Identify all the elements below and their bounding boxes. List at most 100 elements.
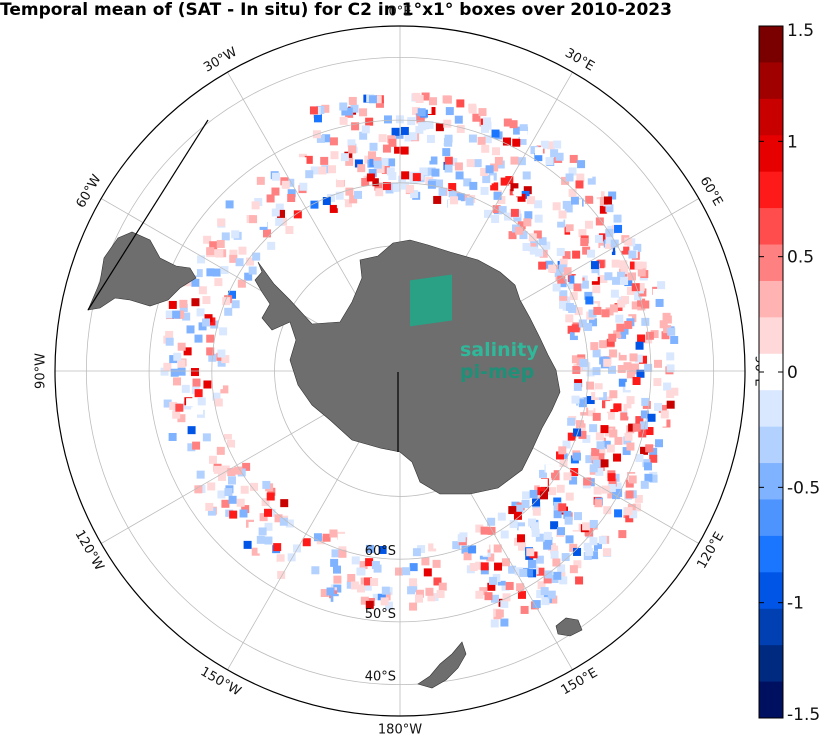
- anomaly-cell: [380, 157, 389, 166]
- anomaly-cell: [538, 237, 547, 246]
- anomaly-cell: [225, 200, 234, 209]
- anomaly-cell: [620, 277, 629, 286]
- anomaly-cell: [418, 122, 427, 131]
- anomaly-cell: [382, 144, 391, 153]
- anomaly-cell: [197, 397, 206, 406]
- anomaly-cell: [526, 583, 535, 592]
- anomaly-cell: [339, 102, 348, 111]
- anomaly-cell: [261, 498, 270, 507]
- anomaly-cell: [194, 406, 203, 415]
- south-america-landmass: [87, 231, 197, 311]
- anomaly-cell: [407, 117, 416, 126]
- anomaly-cell: [613, 214, 622, 223]
- anomaly-cells: [160, 92, 679, 628]
- anomaly-cell: [508, 195, 517, 204]
- colorbar-swatch: [759, 317, 783, 355]
- anomaly-cell: [481, 144, 490, 153]
- anomaly-cell: [533, 230, 542, 239]
- anomaly-cell: [236, 498, 245, 507]
- anomaly-cell: [527, 560, 536, 569]
- anomaly-cell: [415, 594, 424, 603]
- colorbar-swatch: [759, 390, 783, 428]
- anomaly-cell: [435, 134, 444, 143]
- anomaly-cell: [599, 413, 608, 422]
- anomaly-cell: [275, 217, 284, 226]
- anomaly-cell: [586, 381, 595, 390]
- anomaly-cell: [359, 108, 368, 117]
- anomaly-cell: [595, 421, 604, 430]
- anomaly-cell: [645, 427, 654, 436]
- anomaly-cell: [336, 200, 345, 209]
- anomaly-cell: [382, 592, 391, 601]
- map-border: [54, 25, 746, 717]
- anomaly-cell: [227, 439, 236, 448]
- anomaly-cell: [519, 231, 528, 240]
- anomaly-cell: [611, 473, 620, 482]
- meridian-label: 0°E: [389, 5, 412, 20]
- anomaly-cell: [217, 349, 226, 358]
- anomaly-cell: [514, 567, 523, 576]
- anomaly-cell: [375, 99, 384, 108]
- anomaly-cell: [662, 312, 671, 321]
- anomaly-cell: [195, 348, 204, 357]
- anomaly-cell: [442, 148, 451, 157]
- anomaly-cell: [526, 196, 535, 205]
- anomaly-cell: [653, 378, 662, 387]
- anomaly-cell: [277, 570, 286, 579]
- anomaly-cell: [589, 318, 598, 327]
- anomaly-cell: [461, 545, 470, 554]
- anomaly-cell: [241, 505, 250, 514]
- meridian-line: [101, 402, 346, 544]
- anomaly-cell: [512, 552, 521, 561]
- anomaly-cell: [509, 520, 518, 529]
- anomaly-cell: [490, 619, 499, 628]
- anomaly-cell: [347, 573, 356, 582]
- anomaly-cell: [192, 441, 201, 450]
- anomaly-cell: [624, 507, 633, 516]
- anomaly-cell: [585, 497, 594, 506]
- anomaly-cell: [281, 180, 290, 189]
- anomaly-cell: [559, 300, 568, 309]
- anomaly-cell: [322, 197, 331, 206]
- anomaly-cell: [510, 183, 519, 192]
- anomaly-cell: [599, 340, 608, 349]
- anomaly-cell: [197, 255, 206, 264]
- anomaly-cell: [550, 521, 559, 530]
- anomaly-cell: [498, 206, 507, 215]
- anomaly-cell: [329, 204, 338, 213]
- anomaly-cell: [368, 95, 377, 104]
- anomaly-cell: [412, 107, 421, 116]
- polar-map-disc: [54, 25, 746, 717]
- anomaly-cell: [368, 168, 377, 177]
- colorbar-swatch: [759, 26, 783, 63]
- anomaly-cell: [373, 564, 382, 573]
- anomaly-cell: [562, 251, 571, 260]
- anomaly-cell: [279, 517, 288, 526]
- anomaly-cell: [623, 403, 632, 412]
- anomaly-cell: [214, 381, 223, 390]
- anomaly-cell: [219, 327, 228, 336]
- anomaly-cell: [582, 246, 591, 255]
- anomaly-cell: [500, 618, 509, 627]
- anomaly-cell: [597, 447, 606, 456]
- anomaly-cell: [217, 472, 226, 481]
- anomaly-cell: [404, 133, 413, 142]
- anomaly-cell: [353, 144, 362, 153]
- anomaly-cell: [466, 159, 475, 168]
- anomaly-cell: [206, 334, 215, 343]
- anomaly-cell: [448, 189, 457, 198]
- anomaly-cell: [370, 578, 379, 587]
- anomaly-cell: [335, 191, 344, 200]
- anomaly-cell: [287, 194, 296, 203]
- anomaly-cell: [248, 266, 257, 275]
- anomaly-cell: [539, 491, 548, 500]
- anomaly-cell: [172, 410, 181, 419]
- anomaly-cell: [598, 240, 607, 249]
- anomaly-cell: [477, 136, 486, 145]
- anomaly-cell: [585, 547, 594, 556]
- anomaly-cell: [234, 466, 243, 475]
- anomaly-cell: [571, 395, 580, 404]
- anomaly-cell: [394, 145, 403, 154]
- anomaly-cell: [221, 418, 230, 427]
- anomaly-cell: [578, 319, 587, 328]
